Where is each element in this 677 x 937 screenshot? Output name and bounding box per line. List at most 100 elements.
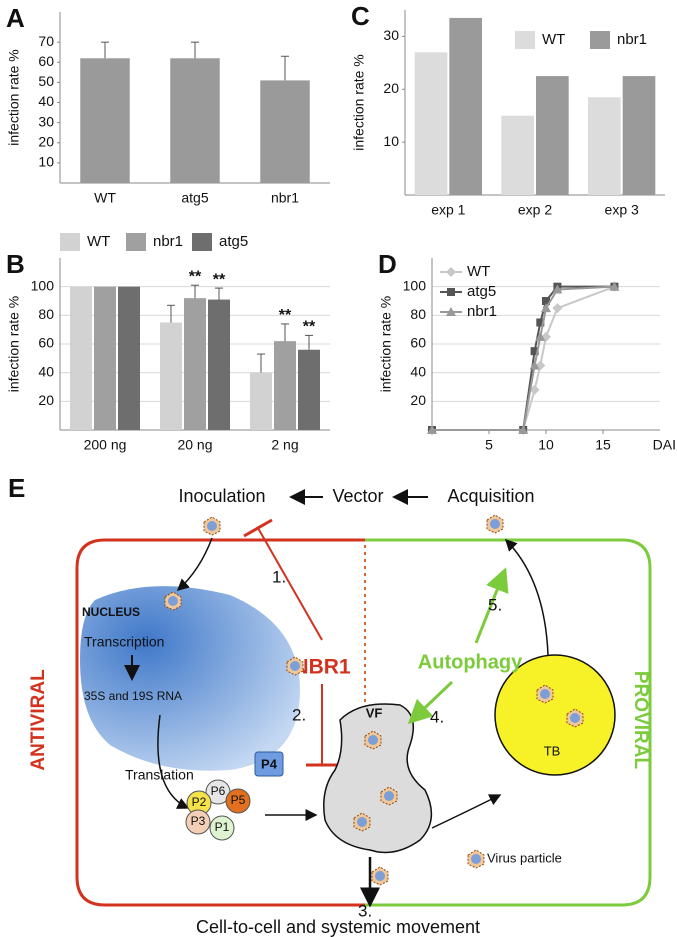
- bar: [298, 349, 320, 430]
- bar: [274, 341, 296, 430]
- bar: [250, 372, 272, 430]
- significance: **: [279, 307, 292, 324]
- x-tick-label: exp 1: [431, 202, 465, 218]
- y-tick-label: 80: [38, 306, 54, 322]
- acquisition: Acquisition: [447, 486, 534, 506]
- virus-particle-label: Virus particle: [487, 850, 562, 865]
- arrow: [157, 714, 190, 809]
- protein-label: P6: [211, 784, 226, 798]
- legend-label: WT: [542, 31, 565, 48]
- step: 5.: [488, 595, 502, 614]
- protein: [209, 815, 235, 841]
- line: [432, 285, 615, 431]
- bar: [501, 115, 534, 195]
- x-tick-label: nbr1: [271, 190, 299, 206]
- bar: [260, 80, 310, 183]
- tb: [494, 654, 616, 776]
- y-tick-label: 100: [403, 277, 427, 293]
- legend-swatch: [590, 31, 610, 49]
- panel-label: D: [378, 249, 397, 279]
- virus-particle: [467, 849, 485, 869]
- legend-swatch: [60, 233, 80, 251]
- legend-label: WT: [467, 263, 490, 280]
- legend-swatch: [192, 233, 212, 251]
- y-tick-label: 80: [410, 306, 426, 322]
- y-axis-label: infection rate %: [351, 54, 367, 151]
- arrow: [407, 680, 454, 725]
- y-tick-label: 60: [410, 335, 426, 351]
- antiviral: ANTIVIRAL: [28, 669, 49, 771]
- y-tick-label: 10: [38, 154, 54, 170]
- y-tick-label: 40: [410, 363, 426, 379]
- p4-box: [254, 751, 284, 777]
- y-tick-label: 20: [38, 392, 54, 408]
- transcription: Transcription: [84, 634, 164, 650]
- marker: [530, 347, 539, 356]
- arrow: [504, 538, 549, 656]
- inhibition: [257, 527, 323, 641]
- virus-particle: [486, 514, 504, 534]
- protein-label: P5: [231, 793, 246, 807]
- bar: [622, 76, 656, 195]
- x-tick-label: 15: [595, 437, 611, 453]
- marker: [542, 297, 550, 305]
- bar: [160, 322, 182, 430]
- marker: [541, 303, 551, 313]
- x-tick-label: 10: [538, 437, 554, 453]
- arrow: [431, 794, 502, 829]
- step: 4.: [430, 707, 444, 726]
- bar: [70, 286, 92, 430]
- error-bar: [191, 41, 199, 59]
- marker: [535, 331, 546, 341]
- bar: [170, 58, 220, 184]
- significance: **: [213, 271, 226, 288]
- marker: [427, 425, 437, 434]
- inhibition-bar: [243, 518, 273, 538]
- protein-label: P3: [191, 814, 206, 828]
- error-bar: [215, 287, 223, 300]
- y-tick-label: 20: [383, 80, 399, 96]
- cell-antiviral: [75, 538, 365, 907]
- x-tick-label: 200 ng: [84, 437, 127, 453]
- nucleus: [80, 586, 300, 771]
- marker: [536, 318, 545, 327]
- x-tick-label: atg5: [181, 190, 208, 206]
- x-tick-label: 5: [485, 437, 493, 453]
- bar: [184, 298, 206, 430]
- y-tick-label: 20: [38, 133, 54, 149]
- y-axis-label: infection rate %: [6, 49, 22, 146]
- error-bar: [305, 334, 313, 350]
- x-tick-label: 20 ng: [177, 437, 212, 453]
- protein: [185, 809, 211, 835]
- significance: **: [303, 319, 316, 336]
- y-tick-label: 40: [38, 363, 54, 379]
- cell-proviral: [365, 538, 652, 907]
- protein-label: P1: [215, 820, 230, 834]
- step: 3.: [358, 901, 372, 920]
- legend-swatch: [126, 233, 146, 251]
- marker: [552, 284, 563, 294]
- y-tick-label: 50: [38, 73, 54, 89]
- step: 2.: [292, 705, 306, 724]
- panel-label: A: [6, 3, 25, 33]
- legend-label: nbr1: [153, 233, 183, 250]
- nucleus-label: NUCLEUS: [82, 605, 140, 619]
- translation: Translation: [125, 767, 194, 783]
- bar: [536, 76, 569, 195]
- line: [432, 285, 615, 431]
- rna: 35S and 19S RNA: [84, 689, 182, 703]
- marker: [552, 303, 563, 314]
- legend-label: nbr1: [467, 303, 497, 320]
- marker: [518, 425, 529, 434]
- step: 1.: [272, 567, 286, 586]
- inoculation: Inoculation: [178, 486, 265, 506]
- nbr1: NBR1: [293, 656, 350, 679]
- bar: [80, 58, 130, 184]
- y-tick-label: 60: [38, 53, 54, 69]
- legend-label: atg5: [219, 233, 248, 250]
- y-axis-label: infection rate %: [6, 296, 22, 393]
- arrow: [176, 537, 213, 592]
- marker: [446, 307, 456, 316]
- movement: Cell-to-cell and systemic movement: [196, 917, 480, 937]
